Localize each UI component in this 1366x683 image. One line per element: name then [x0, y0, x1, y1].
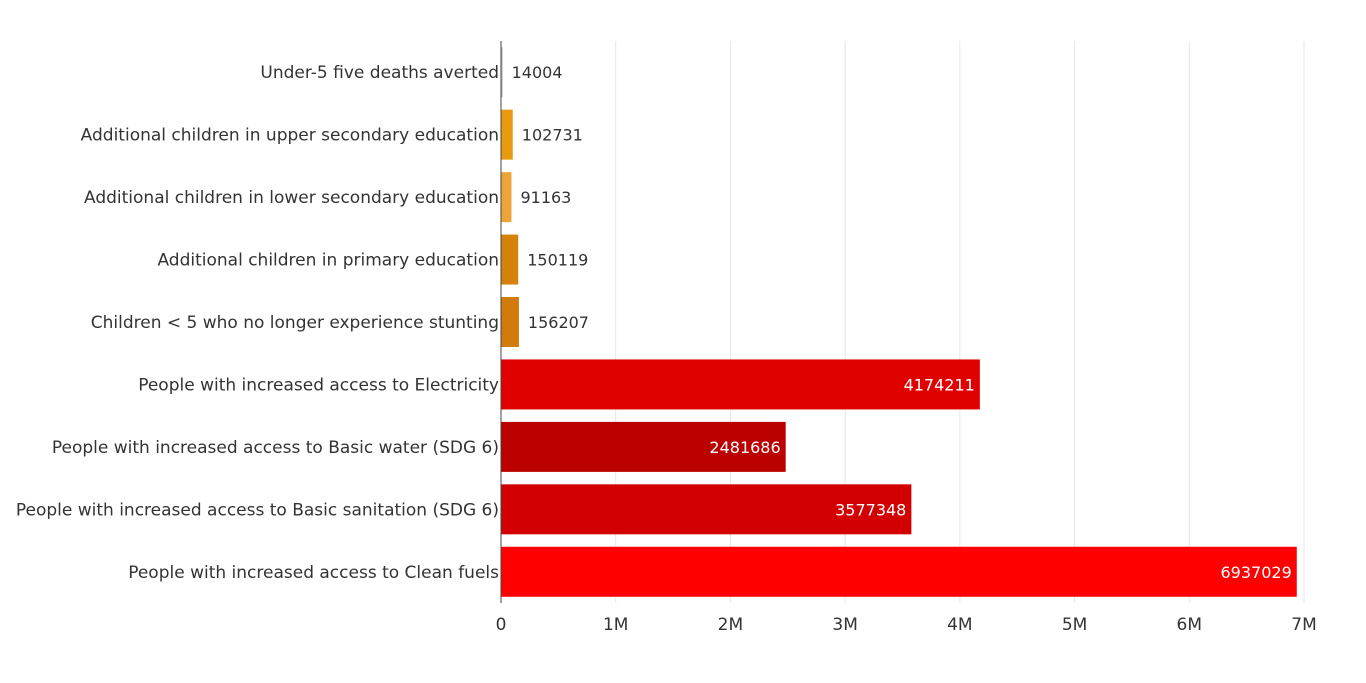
x-tick-label: 5M [1062, 615, 1087, 635]
bar[interactable] [501, 109, 513, 160]
x-tick-label: 4M [947, 615, 972, 635]
grid-layer [615, 41, 1305, 603]
bar[interactable] [501, 234, 519, 285]
category-label: People with increased access to Clean fu… [128, 563, 499, 583]
x-tick-label: 3M [832, 615, 857, 635]
category-label: Additional children in lower secondary e… [84, 188, 499, 208]
value-label: 102731 [522, 126, 583, 145]
category-label: People with increased access to Electric… [138, 375, 499, 395]
category-label: Additional children in primary education [157, 251, 499, 271]
bar[interactable] [501, 172, 512, 223]
bar[interactable] [501, 484, 912, 535]
bar[interactable] [501, 359, 980, 410]
axis-layer: 0 1M 2M 3M 4M 5M 6M 7M [496, 41, 1317, 635]
label-layer: Under-5 five deaths averted 14004 Addition… [16, 63, 1292, 583]
value-label: 2481686 [709, 438, 780, 457]
x-tick-label: 0 [496, 615, 507, 635]
x-tick-label: 6M [1177, 615, 1202, 635]
bar[interactable] [501, 297, 519, 347]
bar[interactable] [501, 421, 786, 472]
category-label: Children < 5 who no longer experience st… [91, 313, 499, 333]
value-label: 150119 [527, 251, 588, 270]
bar-layer [501, 47, 1297, 597]
x-tick-label: 7M [1291, 615, 1316, 635]
x-tick-label: 2M [718, 615, 743, 635]
value-label: 91163 [520, 188, 571, 207]
value-label: 3577348 [835, 500, 906, 519]
category-label: People with increased access to Basic sa… [16, 500, 499, 520]
category-label: Additional children in upper secondary e… [81, 126, 499, 146]
value-label: 4174211 [904, 375, 975, 394]
value-label: 156207 [528, 313, 589, 332]
x-tick-label: 1M [603, 615, 628, 635]
bar[interactable] [501, 47, 503, 98]
bar[interactable] [501, 546, 1297, 597]
value-label: 14004 [512, 63, 563, 82]
category-label: Under-5 five deaths averted [260, 63, 499, 83]
category-label: People with increased access to Basic wa… [52, 438, 499, 458]
value-label: 6937029 [1221, 563, 1292, 582]
